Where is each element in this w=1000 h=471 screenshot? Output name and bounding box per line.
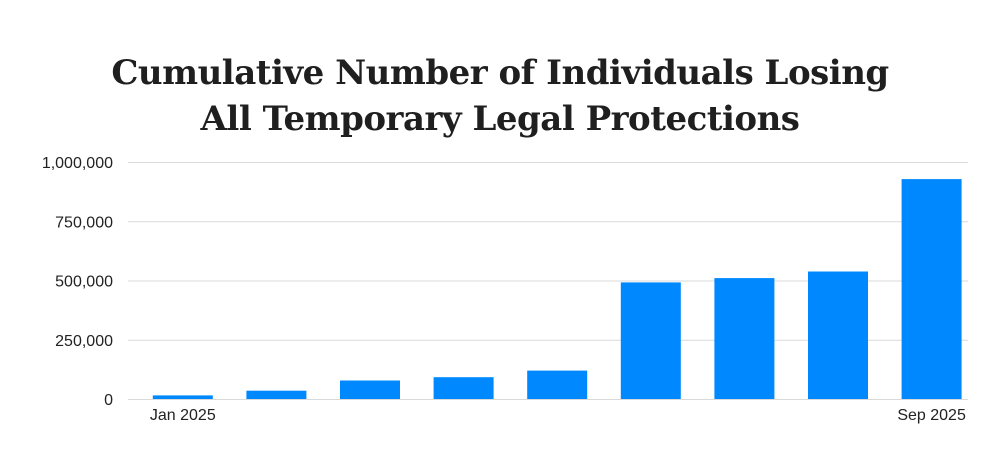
bar-apr-2025 xyxy=(433,377,494,399)
y-tick-label: 0 xyxy=(104,392,113,409)
bars xyxy=(152,179,962,399)
chart-title-line-2: All Temporary Legal Protections xyxy=(200,99,800,139)
bar-sep-2025 xyxy=(901,179,962,399)
bar-jul-2025 xyxy=(714,278,775,399)
x-tick-label: Jan 2025 xyxy=(150,407,216,424)
x-axis: Jan 2025 Sep 2025 xyxy=(150,407,966,424)
bar-jun-2025 xyxy=(620,282,681,399)
y-tick-label: 500,000 xyxy=(55,274,113,291)
bar-feb-2025 xyxy=(246,390,307,399)
bar-jan-2025 xyxy=(152,395,213,399)
y-axis: 0 250,000 500,000 750,000 1,000,000 xyxy=(42,155,113,409)
bar-mar-2025 xyxy=(340,380,400,399)
chart-title-line-1: Cumulative Number of Individuals Losing xyxy=(111,53,889,93)
y-tick-label: 250,000 xyxy=(55,333,113,350)
x-tick-label: Sep 2025 xyxy=(897,407,966,424)
bar-may-2025 xyxy=(527,370,588,399)
y-tick-label: 750,000 xyxy=(55,214,113,231)
bar-aug-2025 xyxy=(808,271,868,399)
y-tick-label: 1,000,000 xyxy=(42,155,113,172)
chart-title: Cumulative Number of Individuals Losing … xyxy=(0,50,1000,142)
